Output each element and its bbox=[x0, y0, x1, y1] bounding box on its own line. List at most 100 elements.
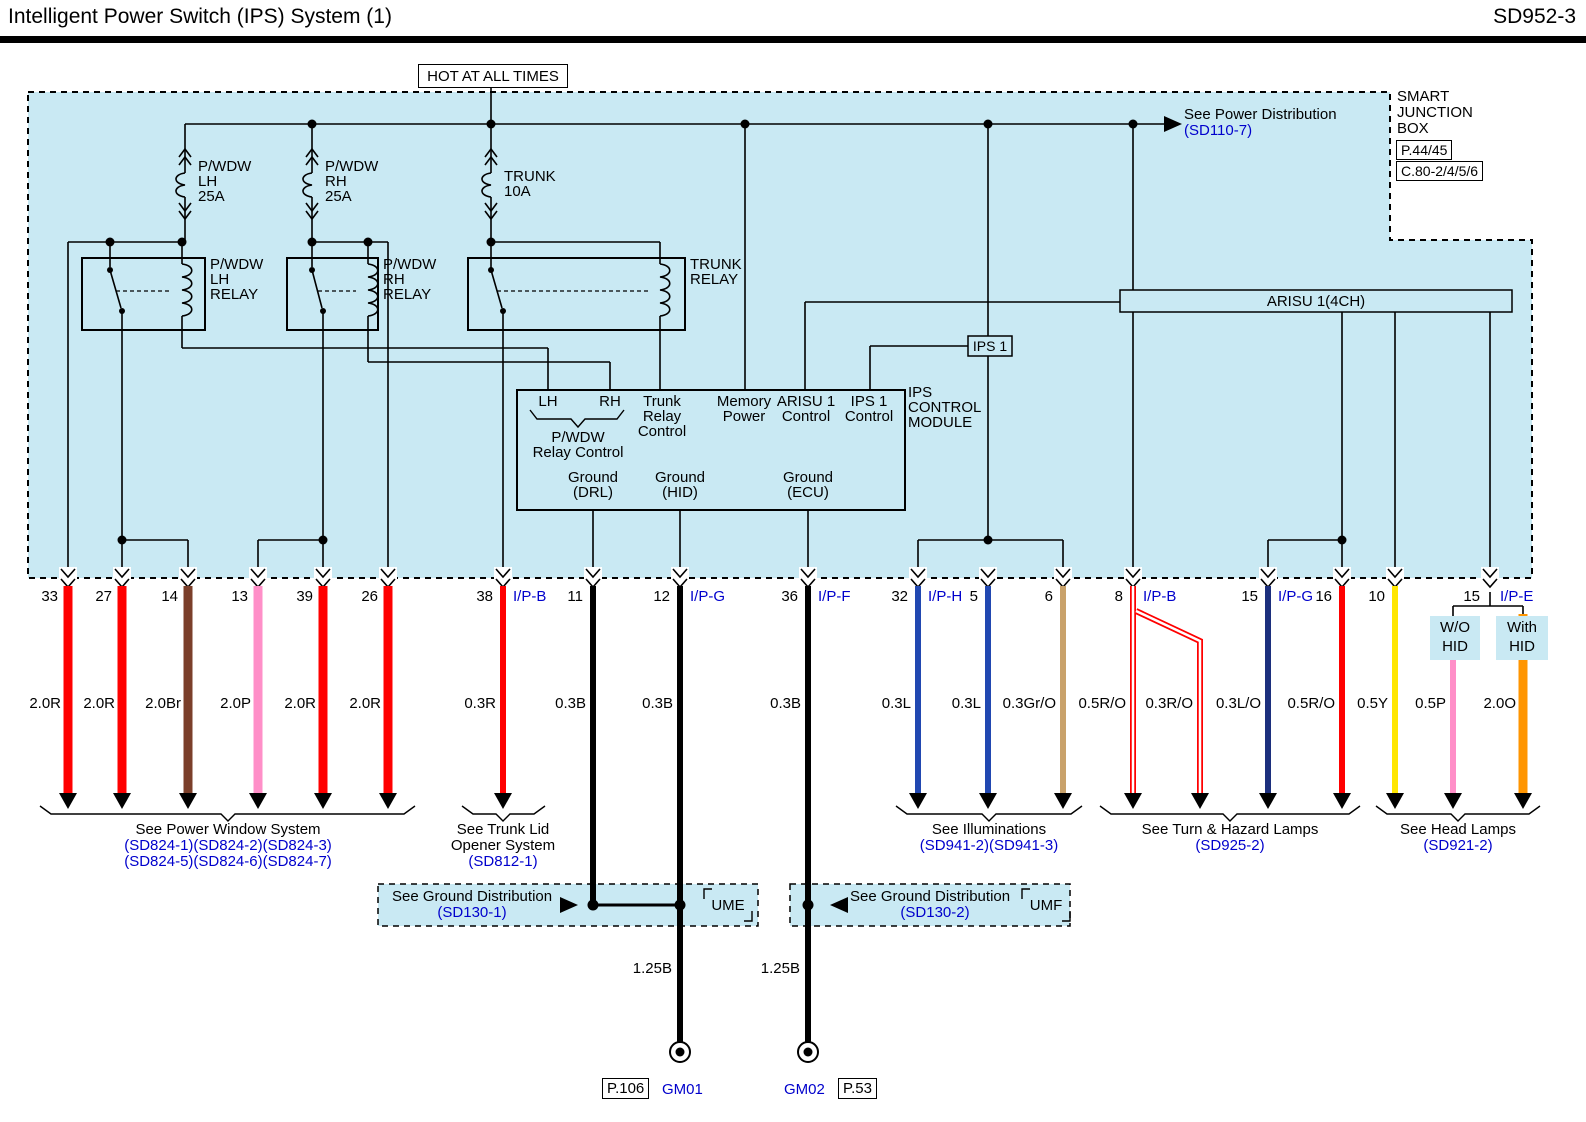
module-pin-trunk-line2: Relay bbox=[642, 408, 682, 425]
group-bracket-4 bbox=[1375, 805, 1541, 822]
connector-code-I/P-E: I/P-E bbox=[1500, 588, 1534, 605]
connector-pin-15: 15 bbox=[1241, 588, 1258, 605]
fuse1-label-line3: 25A bbox=[198, 188, 225, 205]
switch-contact-dots bbox=[107, 267, 506, 314]
gm02-label: GM02 bbox=[784, 1081, 825, 1098]
module-pin-memory-line2: Power bbox=[722, 408, 766, 425]
with-hid-line2: HID bbox=[1509, 638, 1535, 655]
wo-hid-line1: W/O bbox=[1440, 619, 1470, 637]
pwdw-bracket-line1: P/WDW bbox=[551, 429, 605, 446]
group-ref: (SD824-1)(SD824-2)(SD824-3) bbox=[124, 837, 332, 854]
connector-gap bbox=[1124, 567, 1142, 592]
wire-gauge-2.0O: 2.0O bbox=[1483, 695, 1516, 712]
page-code: SD952-3 bbox=[1493, 5, 1576, 28]
connector-gap bbox=[1386, 567, 1404, 592]
gm01-page-box: P.106 bbox=[602, 1078, 650, 1099]
wire-gauge-2.0R: 2.0R bbox=[349, 695, 381, 712]
module-gnd-hid-line2: (HID) bbox=[662, 484, 698, 501]
group-bracket-1 bbox=[461, 805, 546, 822]
junction-dots bbox=[105, 119, 1347, 545]
connector-gap bbox=[1333, 567, 1351, 592]
fuse-symbols bbox=[175, 147, 498, 225]
connector-gap bbox=[249, 567, 267, 592]
page-title: Intelligent Power Switch (IPS) System (1… bbox=[8, 5, 392, 28]
connector-gap bbox=[59, 567, 77, 592]
module-pin-trunk-line1: Trunk bbox=[643, 393, 681, 410]
module-gnd-drl-line2: (DRL) bbox=[573, 484, 613, 501]
ground-box1-tag: UME bbox=[711, 897, 745, 914]
connector-15-chevron bbox=[1482, 568, 1498, 589]
connector-gap bbox=[1259, 567, 1277, 592]
umf-bracket bbox=[1021, 888, 1071, 922]
pwdw-lh-relay-box bbox=[81, 257, 206, 331]
module-pin-lh: LH bbox=[538, 393, 558, 410]
wire-arrow bbox=[179, 793, 197, 809]
connector-gap bbox=[113, 567, 131, 592]
wire-gauge-2.0R: 2.0R bbox=[29, 695, 61, 712]
connector-pin-12: 12 bbox=[653, 588, 670, 605]
group-ref: (SD812-1) bbox=[468, 853, 538, 870]
ground-box1-text: See Ground Distribution bbox=[392, 888, 553, 905]
power-distribution-arrow bbox=[1164, 116, 1182, 132]
sjb-name-line1: SMART bbox=[1397, 88, 1450, 105]
wire-arrow bbox=[249, 793, 267, 809]
sjb-name-line3: BOX bbox=[1397, 120, 1429, 137]
relay1-label-line1: P/WDW bbox=[210, 256, 264, 273]
module-gnd-ecu-line2: (ECU) bbox=[787, 484, 829, 501]
wo-hid-line2: HID bbox=[1442, 638, 1468, 655]
trunk-relay-box bbox=[467, 257, 686, 331]
wire-arrow bbox=[1259, 793, 1277, 809]
connector-code-I/P-H: I/P-H bbox=[928, 588, 963, 605]
wire-hollow-center bbox=[1135, 609, 1202, 794]
ips-control-module-box bbox=[516, 389, 906, 511]
connector-pin-36: 36 bbox=[781, 588, 798, 605]
wire-arrow bbox=[494, 793, 512, 809]
wire-arrow bbox=[379, 793, 397, 809]
wire-arrow bbox=[1191, 793, 1209, 809]
group-label: See Turn & Hazard Lamps bbox=[1141, 821, 1319, 838]
fuse1-label-line2: LH bbox=[198, 173, 218, 190]
module-gnd-hid-line1: Ground bbox=[654, 469, 706, 486]
wire-arrow bbox=[1444, 793, 1462, 809]
wire-gauge-0.3B: 0.3B bbox=[642, 695, 673, 712]
wire-arrow bbox=[314, 793, 332, 809]
group-label: Opener System bbox=[450, 837, 556, 854]
wire-gauge-0.3Gr/O: 0.3Gr/O bbox=[1002, 695, 1056, 712]
ground-box1-arrow bbox=[560, 897, 578, 913]
module-name-line3: MODULE bbox=[908, 414, 973, 431]
group-ref: (SD824-5)(SD824-6)(SD824-7) bbox=[124, 853, 332, 870]
header-divider bbox=[0, 36, 1586, 43]
connector-gap bbox=[671, 567, 689, 592]
group-ref: (SD941-2)(SD941-3) bbox=[919, 837, 1059, 854]
module-pin-trunk-line3: Control bbox=[637, 423, 687, 440]
group-bracket-2 bbox=[895, 805, 1083, 822]
ips1-box bbox=[967, 335, 1013, 357]
fuse2-label-line3: 25A bbox=[325, 188, 352, 205]
connector-gap bbox=[909, 567, 927, 592]
wire-gauge-2.0P: 2.0P bbox=[220, 695, 251, 712]
ume-bracket bbox=[703, 888, 753, 922]
module-pin-ips1-line1: IPS 1 bbox=[850, 393, 888, 410]
ground-box2-text: See Ground Distribution bbox=[850, 888, 1011, 905]
fuse2-label-line2: RH bbox=[325, 173, 347, 190]
wire-gauge-0.3B: 0.3B bbox=[555, 695, 586, 712]
connector-gap bbox=[379, 567, 397, 592]
connector-code-I/P-G: I/P-G bbox=[1278, 588, 1314, 605]
group-bracket-3 bbox=[1099, 805, 1361, 822]
connector-code-I/P-F: I/P-F bbox=[818, 588, 851, 605]
wire-gauge-0.3L/O: 0.3L/O bbox=[1215, 695, 1261, 712]
with-hid-line1: With bbox=[1507, 619, 1537, 637]
module-pin-ips1-line2: Control bbox=[844, 408, 894, 425]
connector-pin-6: 6 bbox=[1044, 588, 1053, 605]
wire-arrow bbox=[1514, 793, 1532, 809]
relay2-label-line2: RH bbox=[383, 271, 405, 288]
connector-code-I/P-B: I/P-B bbox=[513, 588, 547, 605]
connector-pin-15: 15 bbox=[1463, 588, 1480, 605]
wire-arrow bbox=[979, 793, 997, 809]
wire-gauge-0.3L: 0.3L bbox=[881, 695, 911, 712]
wire-gauge-2.0Br: 2.0Br bbox=[145, 695, 181, 712]
arisu-label: ARISU 1(4CH) bbox=[1266, 293, 1366, 310]
module-pin-arisu-line1: ARISU 1 bbox=[776, 393, 836, 410]
